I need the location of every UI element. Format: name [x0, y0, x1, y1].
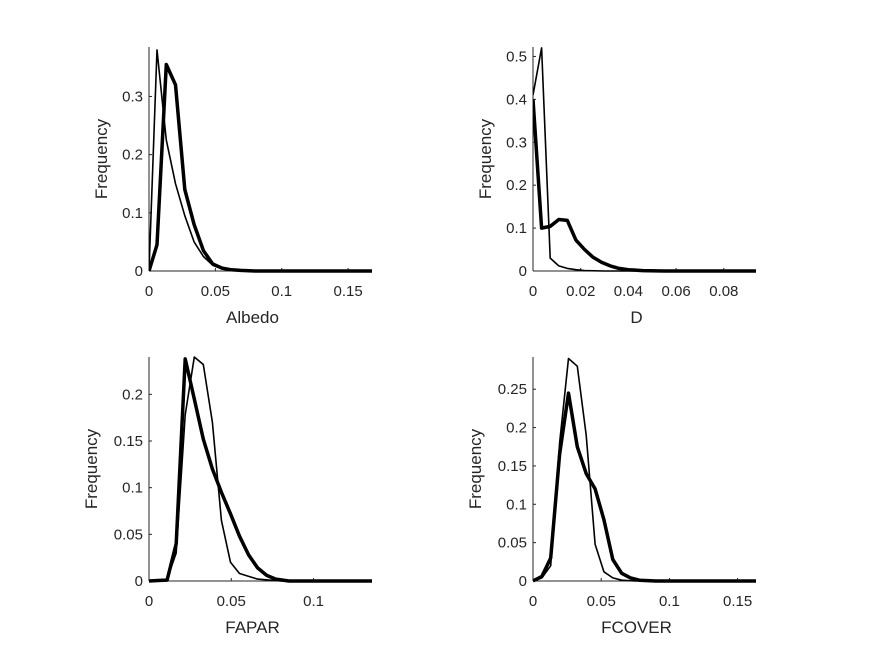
y-tick-label: 0.15: [114, 433, 143, 450]
x-axis-label: Albedo: [226, 308, 279, 327]
x-tick-label: 0.1: [659, 593, 680, 610]
x-tick-label: 0: [529, 593, 537, 610]
y-tick-label: 0.3: [122, 88, 143, 105]
y-tick-label: 0.4: [506, 91, 527, 108]
x-axis-label: FAPAR: [225, 618, 279, 637]
y-tick-label: 0.2: [122, 147, 143, 164]
series-line-thin: [533, 47, 756, 272]
panel-fapar: 0 0.05 0.1 0 0.05 0.1 0.15 0.2 FAPAR Frequency: [82, 356, 372, 637]
y-tick-label: 0.25: [498, 381, 527, 398]
x-tick-label: 0.1: [303, 593, 324, 610]
x-tick-label: 0: [145, 283, 153, 300]
y-tick-label: 0.1: [506, 220, 527, 237]
x-tick-label: 0.15: [723, 593, 752, 610]
x-axis-label: FCOVER: [601, 618, 672, 637]
x-tick-label: 0.08: [709, 283, 738, 300]
y-tick-label: 0.2: [506, 177, 527, 194]
y-axis-label: Frequency: [476, 118, 495, 199]
y-tick-label: 0: [519, 263, 527, 280]
y-tick-label: 0.05: [114, 526, 143, 543]
y-tick-label: 0.1: [122, 480, 143, 497]
x-tick-label: 0.05: [201, 283, 230, 300]
y-tick-label: 0: [135, 263, 143, 280]
series-line-thick: [149, 357, 372, 583]
y-tick-label: 0.05: [498, 535, 527, 552]
panel-albedo: 0 0.05 0.1 0.15 0 0.1 0.2 0.3 Albedo Frequency: [92, 47, 372, 327]
x-tick-label: 0.05: [217, 593, 246, 610]
series-line-thin: [533, 357, 756, 582]
x-tick-label: 0.02: [566, 283, 595, 300]
series-line-thick: [149, 62, 372, 273]
x-tick-label: 0: [145, 593, 153, 610]
panel-d: 0 0.02 0.04 0.06 0.08 0 0.1 0.2 0.3 0.4 0.5 D Freque…: [476, 47, 756, 327]
series-line-thick: [533, 99, 756, 273]
x-tick-label: 0.06: [662, 283, 691, 300]
y-tick-label: 0.5: [506, 48, 527, 65]
y-tick-label: 0.1: [122, 205, 143, 222]
y-axis-label: Frequency: [82, 428, 101, 509]
x-tick-label: 0: [529, 283, 537, 300]
series-line-thick: [533, 391, 756, 583]
y-tick-label: 0.2: [122, 386, 143, 403]
y-tick-label: 0: [135, 573, 143, 590]
x-tick-label: 0.15: [334, 283, 363, 300]
y-tick-label: 0.15: [498, 458, 527, 475]
x-tick-label: 0.05: [587, 593, 616, 610]
x-tick-label: 0.1: [271, 283, 292, 300]
y-axis-label: Frequency: [92, 118, 111, 199]
y-tick-label: 0.2: [506, 420, 527, 437]
y-tick-label: 0.1: [506, 496, 527, 513]
y-tick-label: 0: [519, 573, 527, 590]
panel-fcover: 0 0.05 0.1 0.15 0 0.05 0.1 0.15 0.2 0.25 FCOVER Fre…: [466, 357, 756, 637]
y-tick-label: 0.3: [506, 134, 527, 151]
y-axis-label: Frequency: [466, 428, 485, 509]
x-axis-label: D: [630, 308, 642, 327]
x-tick-label: 0.04: [614, 283, 643, 300]
